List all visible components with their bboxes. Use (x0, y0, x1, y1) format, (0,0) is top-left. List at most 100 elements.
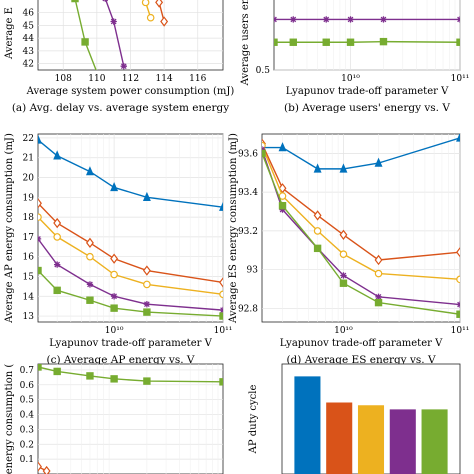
data-point (339, 279, 348, 287)
data-point (38, 134, 42, 144)
y-tick-label: 0.7 (20, 366, 35, 376)
y-axis-label: Average E (4, 7, 15, 60)
bar (421, 409, 448, 474)
plot-area-e (37, 363, 224, 474)
y-tick-label: 0.5 (20, 396, 35, 406)
x-tick-label: 10¹¹ (451, 74, 470, 84)
data-point (38, 461, 42, 472)
y-tick-label: 0.6 (20, 381, 35, 391)
data-point (278, 142, 287, 152)
panel-caption: (d) Average ES energy vs. V (286, 354, 435, 366)
series-green (274, 37, 460, 46)
data-point (143, 280, 151, 289)
series-purple (102, 0, 127, 70)
data-point (313, 244, 322, 253)
data-point (456, 275, 460, 284)
panel-f (281, 363, 461, 474)
x-axis-label: Average system power consumption (mJ) (26, 86, 235, 97)
data-point (289, 38, 297, 46)
data-point (313, 163, 322, 173)
plot-area-b (273, 0, 461, 71)
data-point (219, 201, 223, 211)
series-purple (274, 16, 460, 23)
data-point (374, 298, 383, 307)
data-point (71, 0, 79, 3)
x-axis-label: Lyapunov trade-off parameter V (286, 86, 449, 97)
data-point (85, 237, 94, 249)
data-point (380, 16, 387, 23)
series-yellow (38, 213, 223, 299)
series-green (38, 364, 223, 386)
data-point (379, 37, 388, 46)
x-axis-label: Lyapunov trade-off parameter V (49, 338, 212, 349)
panel-e (37, 363, 224, 474)
data-point (38, 364, 42, 371)
x-tick-label: 110 (88, 74, 105, 84)
y-tick-label: 17 (23, 233, 35, 243)
data-point (86, 252, 94, 261)
panel-caption: (a) Avg. delay vs. average system energy (12, 102, 229, 114)
plot-area-d (261, 133, 461, 323)
y-tick-label: 46 (23, 9, 35, 19)
panel-d (261, 133, 461, 323)
data-point (86, 372, 94, 380)
data-point (142, 265, 151, 276)
series-yellow (262, 141, 460, 284)
series-line (274, 40, 460, 43)
y-tick-label: 93.2 (238, 227, 258, 237)
data-point (339, 229, 348, 240)
data-point (86, 281, 94, 288)
data-point (313, 210, 322, 221)
data-point (53, 217, 62, 229)
y-tick-label: 93.6 (238, 149, 258, 159)
data-point (110, 375, 118, 383)
data-point (340, 272, 347, 279)
data-point (219, 312, 223, 320)
data-point (339, 250, 348, 258)
series-line (38, 216, 223, 295)
data-point (85, 166, 94, 176)
data-point (155, 0, 164, 8)
data-point (38, 198, 42, 209)
y-axis-label: AP duty cycle (248, 385, 259, 455)
series-orange (38, 461, 51, 474)
series-purple (38, 235, 223, 314)
data-point (141, 0, 150, 7)
data-point (86, 296, 94, 304)
data-point (456, 301, 460, 308)
x-tick-label: 10¹¹ (214, 326, 233, 336)
data-point (456, 134, 460, 142)
y-tick-label: 0.4 (20, 411, 35, 421)
y-tick-label: 92.8 (238, 304, 258, 314)
series-blue (38, 134, 223, 211)
data-point (38, 213, 42, 221)
y-tick-label: 0.2 (20, 440, 34, 450)
data-point (110, 181, 119, 192)
y-axis-label: Average AP energy consumption (mJ) (4, 133, 15, 324)
series-blue (262, 134, 460, 173)
series-green (71, 0, 97, 70)
bar (326, 402, 353, 474)
y-tick-label: 18 (23, 213, 35, 223)
y-tick-label: 42 (23, 60, 34, 70)
bar (294, 376, 321, 474)
data-point (143, 377, 151, 385)
panel-caption: (b) Average users' energy vs. V (284, 102, 450, 114)
panel-a (37, 0, 224, 71)
data-point (219, 378, 223, 386)
series-orange (38, 198, 223, 288)
data-point (456, 38, 460, 46)
y-tick-label: 93 (247, 266, 259, 276)
y-tick-label: 0.3 (20, 425, 35, 435)
data-point (81, 38, 89, 46)
data-point (110, 253, 119, 264)
data-point (456, 247, 460, 258)
y-axis-label: Average users energ (240, 0, 251, 86)
data-point (38, 266, 42, 275)
data-point (120, 62, 127, 70)
y-tick-label: 93.4 (238, 188, 258, 198)
data-point (374, 269, 383, 278)
series-green (38, 266, 223, 320)
y-tick-label: 14 (23, 292, 35, 302)
